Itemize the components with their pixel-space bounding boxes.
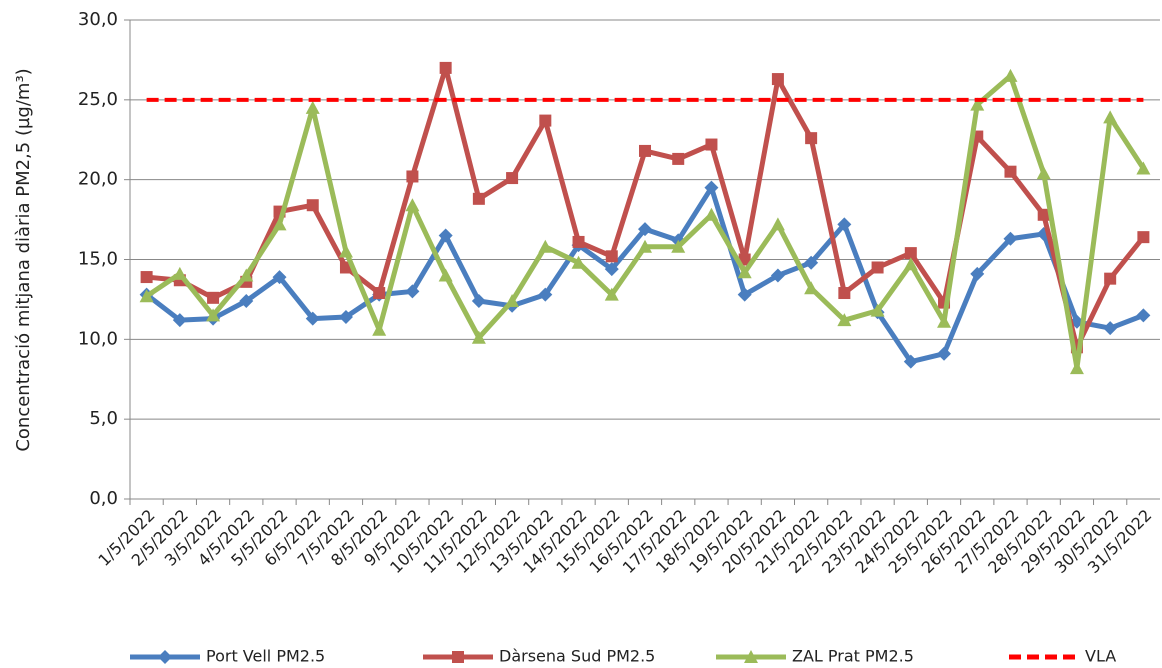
data-point <box>372 322 387 336</box>
data-point <box>272 217 287 231</box>
y-tick-label: 10,0 <box>78 328 118 349</box>
y-tick-label: 0,0 <box>89 488 118 509</box>
data-point <box>439 61 452 74</box>
data-point <box>639 144 651 157</box>
data-point <box>539 114 552 127</box>
data-point <box>140 271 153 284</box>
data-point <box>1103 321 1118 336</box>
data-point <box>704 207 719 221</box>
data-point <box>837 313 852 327</box>
data-point <box>870 303 885 317</box>
data-point <box>737 287 752 302</box>
data-point <box>506 172 519 185</box>
data-point <box>1104 272 1117 285</box>
data-point <box>239 268 254 282</box>
data-point <box>638 222 652 237</box>
legend-label: Dàrsena Sud PM2.5 <box>499 647 655 666</box>
data-point <box>804 255 819 270</box>
data-point <box>903 257 918 271</box>
data-point <box>239 294 254 309</box>
legend-label: Port Vell PM2.5 <box>206 647 325 666</box>
data-point <box>305 311 320 326</box>
data-point <box>338 309 353 324</box>
y-tick-label: 20,0 <box>78 169 118 190</box>
data-point <box>771 73 784 86</box>
data-point <box>472 192 485 205</box>
legend-marker <box>452 651 464 663</box>
data-point <box>903 354 918 369</box>
y-axis-label: Concentració mitjana diària PM2,5 (µg/m³… <box>13 68 34 451</box>
data-point <box>1003 68 1018 82</box>
data-point <box>505 294 520 308</box>
data-point <box>604 287 619 301</box>
data-point <box>572 235 585 248</box>
data-point <box>671 239 686 253</box>
data-point <box>206 308 221 322</box>
data-point <box>471 330 486 344</box>
data-point <box>804 281 819 295</box>
data-point <box>770 268 785 283</box>
data-point <box>1069 361 1084 375</box>
data-point <box>373 287 386 300</box>
data-point <box>970 266 985 281</box>
legend-label: VLA <box>1085 647 1116 666</box>
data-point <box>638 239 652 253</box>
data-point <box>1003 231 1018 246</box>
y-tick-label: 5,0 <box>89 408 118 429</box>
data-point <box>405 284 420 299</box>
data-point <box>438 268 453 282</box>
data-point <box>306 199 319 212</box>
data-point <box>272 270 287 285</box>
data-point <box>604 262 619 277</box>
data-point <box>770 217 785 231</box>
data-point <box>1004 165 1017 178</box>
data-point <box>805 132 818 145</box>
data-point <box>139 289 154 303</box>
y-tick-label: 30,0 <box>78 9 118 30</box>
legend-marker <box>744 650 758 663</box>
data-point <box>538 287 553 302</box>
data-point <box>405 198 420 212</box>
data-point <box>571 255 586 269</box>
series-line <box>146 65 1146 350</box>
data-point <box>704 180 719 195</box>
data-point <box>1136 308 1151 323</box>
data-point <box>904 247 917 260</box>
data-point <box>172 266 187 280</box>
data-point <box>538 239 553 253</box>
series-line <box>145 185 1145 365</box>
y-tick-label: 15,0 <box>78 249 118 270</box>
data-point <box>1103 110 1118 124</box>
legend-marker <box>158 650 172 664</box>
data-point <box>937 314 952 328</box>
data-point <box>970 97 985 111</box>
data-point <box>1036 166 1051 180</box>
data-point <box>1037 208 1050 221</box>
y-tick-label: 25,0 <box>78 89 118 110</box>
data-point <box>672 152 685 165</box>
data-point <box>471 294 486 309</box>
data-point <box>937 346 952 361</box>
data-point <box>172 313 187 328</box>
data-point <box>838 287 851 300</box>
legend-label: ZAL Prat PM2.5 <box>792 647 914 666</box>
data-point <box>207 291 220 304</box>
data-point <box>871 261 884 274</box>
data-point <box>338 244 353 258</box>
data-point <box>406 170 419 183</box>
data-point <box>305 100 320 114</box>
data-point <box>1137 231 1150 244</box>
data-point <box>438 228 453 243</box>
data-point <box>705 138 718 151</box>
data-point <box>837 217 852 232</box>
data-point <box>1136 161 1151 175</box>
data-point <box>605 250 618 263</box>
series-line <box>145 73 1146 371</box>
data-point <box>737 265 752 279</box>
